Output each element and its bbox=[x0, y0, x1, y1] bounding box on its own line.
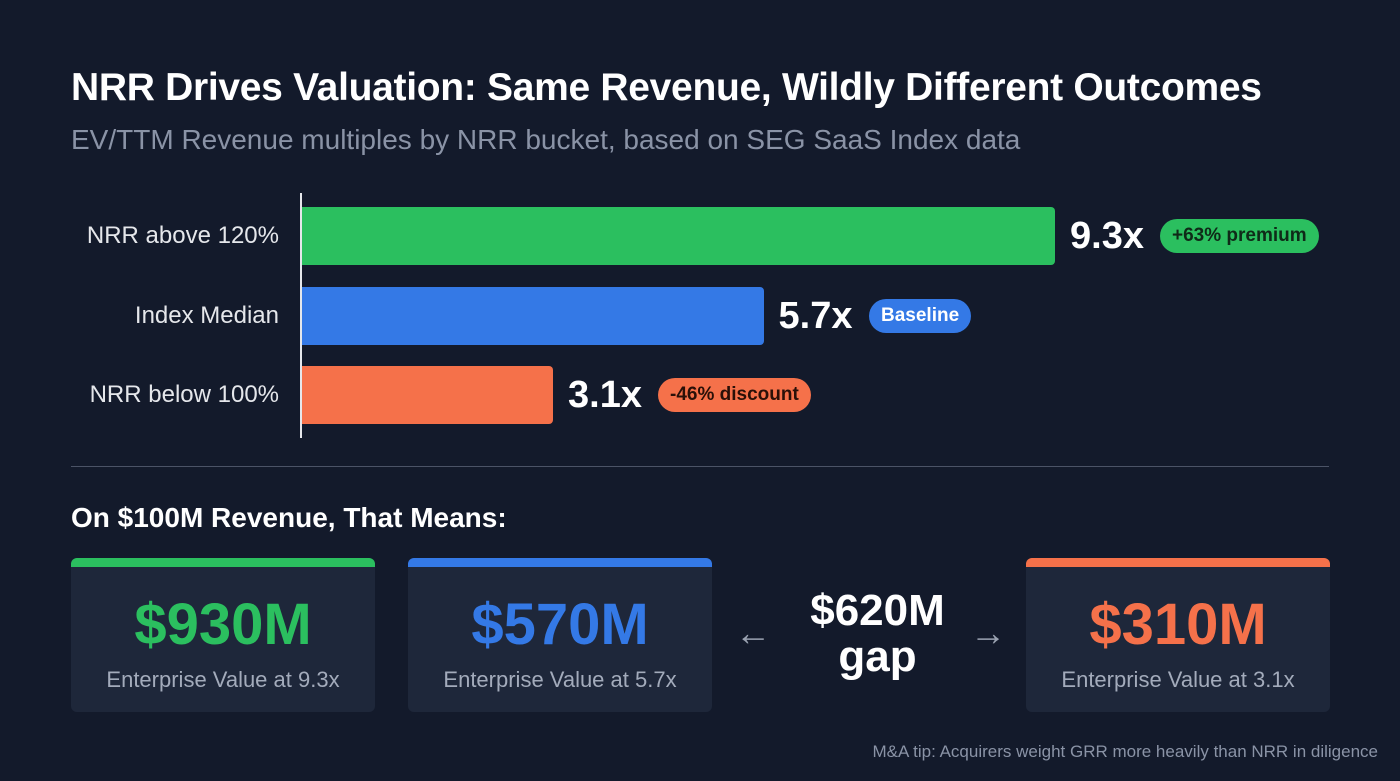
bar bbox=[302, 287, 764, 345]
category-label: Index Median bbox=[134, 302, 279, 329]
page-subtitle: EV/TTM Revenue multiples by NRR bucket, … bbox=[71, 124, 1021, 155]
value-label: 9.3x bbox=[1070, 215, 1144, 257]
arrow-right-icon: → bbox=[970, 612, 1006, 653]
card-desc: Enterprise Value at 3.1x bbox=[1061, 667, 1295, 692]
page-title: NRR Drives Valuation: Same Revenue, Wild… bbox=[71, 66, 1262, 109]
bar-row: NRR below 100% 3.1x -46% discount bbox=[0, 366, 1400, 424]
card-accent bbox=[408, 558, 712, 567]
value-label: 5.7x bbox=[778, 295, 853, 337]
gap-callout: $620M gap bbox=[780, 588, 975, 680]
bar bbox=[302, 207, 1055, 265]
card-desc: Enterprise Value at 5.7x bbox=[443, 667, 677, 692]
bar-row: NRR above 120% 9.3x +63% premium bbox=[0, 207, 1400, 265]
card-amount: $570M bbox=[471, 592, 649, 657]
card-low-nrr: $310M Enterprise Value at 3.1x bbox=[1026, 558, 1330, 712]
card-amount: $930M bbox=[134, 592, 312, 657]
card-median: $570M Enterprise Value at 5.7x bbox=[408, 558, 712, 712]
gap-label: gap bbox=[838, 632, 917, 681]
arrow-left-icon: ← bbox=[735, 612, 771, 653]
category-label: NRR below 100% bbox=[89, 381, 279, 408]
card-amount: $310M bbox=[1089, 592, 1267, 657]
category-label: NRR above 120% bbox=[86, 222, 279, 249]
divider bbox=[71, 466, 1329, 467]
section-title: On $100M Revenue, That Means: bbox=[71, 502, 507, 533]
card-high-nrr: $930M Enterprise Value at 9.3x bbox=[71, 558, 375, 712]
bar-row: Index Median 5.7x Baseline bbox=[0, 287, 1400, 345]
bar bbox=[302, 366, 553, 424]
delta-badge: Baseline bbox=[869, 299, 972, 333]
card-accent bbox=[71, 558, 375, 567]
card-desc: Enterprise Value at 9.3x bbox=[106, 667, 340, 692]
delta-badge: +63% premium bbox=[1160, 219, 1319, 253]
value-label: 3.1x bbox=[568, 374, 642, 416]
gap-amount: $620M bbox=[810, 586, 945, 635]
footnote-tip: M&A tip: Acquirers weight GRR more heavi… bbox=[872, 742, 1379, 761]
y-axis-line bbox=[300, 193, 302, 438]
card-accent bbox=[1026, 558, 1330, 567]
delta-badge: -46% discount bbox=[658, 378, 811, 412]
